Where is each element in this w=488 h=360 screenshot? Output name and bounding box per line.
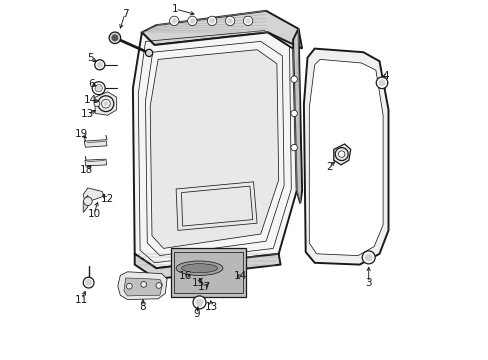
Polygon shape (134, 254, 280, 279)
Circle shape (83, 197, 92, 206)
Text: 8: 8 (140, 302, 146, 312)
Text: 6: 6 (88, 79, 95, 89)
Text: 4: 4 (382, 71, 388, 81)
Polygon shape (123, 278, 162, 296)
Polygon shape (83, 195, 88, 212)
Circle shape (178, 265, 181, 267)
Circle shape (216, 264, 222, 269)
Circle shape (190, 19, 194, 23)
Circle shape (97, 62, 102, 67)
Polygon shape (150, 50, 278, 248)
Polygon shape (133, 32, 296, 268)
Polygon shape (142, 11, 302, 49)
Text: 13: 13 (204, 302, 218, 312)
Circle shape (141, 282, 146, 287)
Polygon shape (83, 188, 104, 201)
Circle shape (245, 19, 250, 23)
Circle shape (97, 87, 100, 90)
Text: 7: 7 (122, 9, 128, 19)
Text: 16: 16 (179, 271, 192, 282)
Polygon shape (309, 59, 382, 256)
Circle shape (191, 271, 193, 273)
Text: 10: 10 (87, 209, 101, 219)
Circle shape (338, 151, 344, 157)
Circle shape (126, 283, 132, 289)
Text: 19: 19 (75, 129, 88, 139)
Text: 14: 14 (84, 95, 97, 105)
Circle shape (362, 251, 374, 264)
Text: 11: 11 (75, 294, 88, 305)
Circle shape (145, 49, 152, 57)
Circle shape (209, 19, 214, 23)
Circle shape (169, 16, 179, 26)
Circle shape (104, 102, 107, 105)
Circle shape (172, 19, 176, 23)
Ellipse shape (181, 264, 217, 273)
FancyBboxPatch shape (174, 252, 242, 293)
Circle shape (230, 265, 236, 271)
Text: 13: 13 (81, 109, 94, 120)
Circle shape (225, 16, 234, 26)
FancyBboxPatch shape (170, 248, 246, 297)
Circle shape (189, 269, 195, 275)
Circle shape (218, 265, 220, 267)
Circle shape (95, 85, 102, 92)
Circle shape (94, 101, 100, 107)
Ellipse shape (176, 261, 223, 275)
Circle shape (177, 264, 182, 269)
Circle shape (243, 16, 252, 26)
Text: 2: 2 (325, 162, 332, 172)
Text: 5: 5 (87, 53, 94, 63)
Circle shape (365, 254, 371, 261)
Text: 15: 15 (191, 278, 204, 288)
Circle shape (290, 110, 297, 117)
Polygon shape (292, 29, 302, 203)
Circle shape (85, 280, 91, 285)
Circle shape (109, 32, 121, 44)
Polygon shape (95, 92, 117, 115)
Polygon shape (118, 272, 167, 300)
Circle shape (112, 35, 118, 41)
Polygon shape (333, 144, 350, 165)
Circle shape (290, 76, 297, 82)
Circle shape (83, 277, 94, 288)
Circle shape (227, 19, 232, 23)
Text: 1: 1 (172, 4, 178, 14)
Polygon shape (85, 159, 106, 166)
Circle shape (193, 296, 205, 309)
Circle shape (95, 60, 104, 70)
Circle shape (187, 16, 197, 26)
Text: 14: 14 (233, 271, 246, 282)
Polygon shape (303, 49, 387, 265)
Circle shape (207, 16, 216, 26)
Text: 17: 17 (197, 282, 210, 292)
Circle shape (102, 99, 110, 108)
Circle shape (98, 96, 114, 112)
Circle shape (290, 144, 297, 151)
Text: 12: 12 (100, 194, 113, 204)
Text: 9: 9 (193, 309, 200, 319)
Circle shape (92, 82, 105, 95)
Text: 3: 3 (365, 278, 371, 288)
Circle shape (378, 80, 384, 86)
Circle shape (232, 267, 234, 269)
Circle shape (375, 77, 387, 89)
Polygon shape (84, 140, 107, 147)
Circle shape (335, 148, 347, 161)
Circle shape (156, 283, 162, 288)
Circle shape (196, 299, 203, 306)
Text: 18: 18 (80, 165, 93, 175)
